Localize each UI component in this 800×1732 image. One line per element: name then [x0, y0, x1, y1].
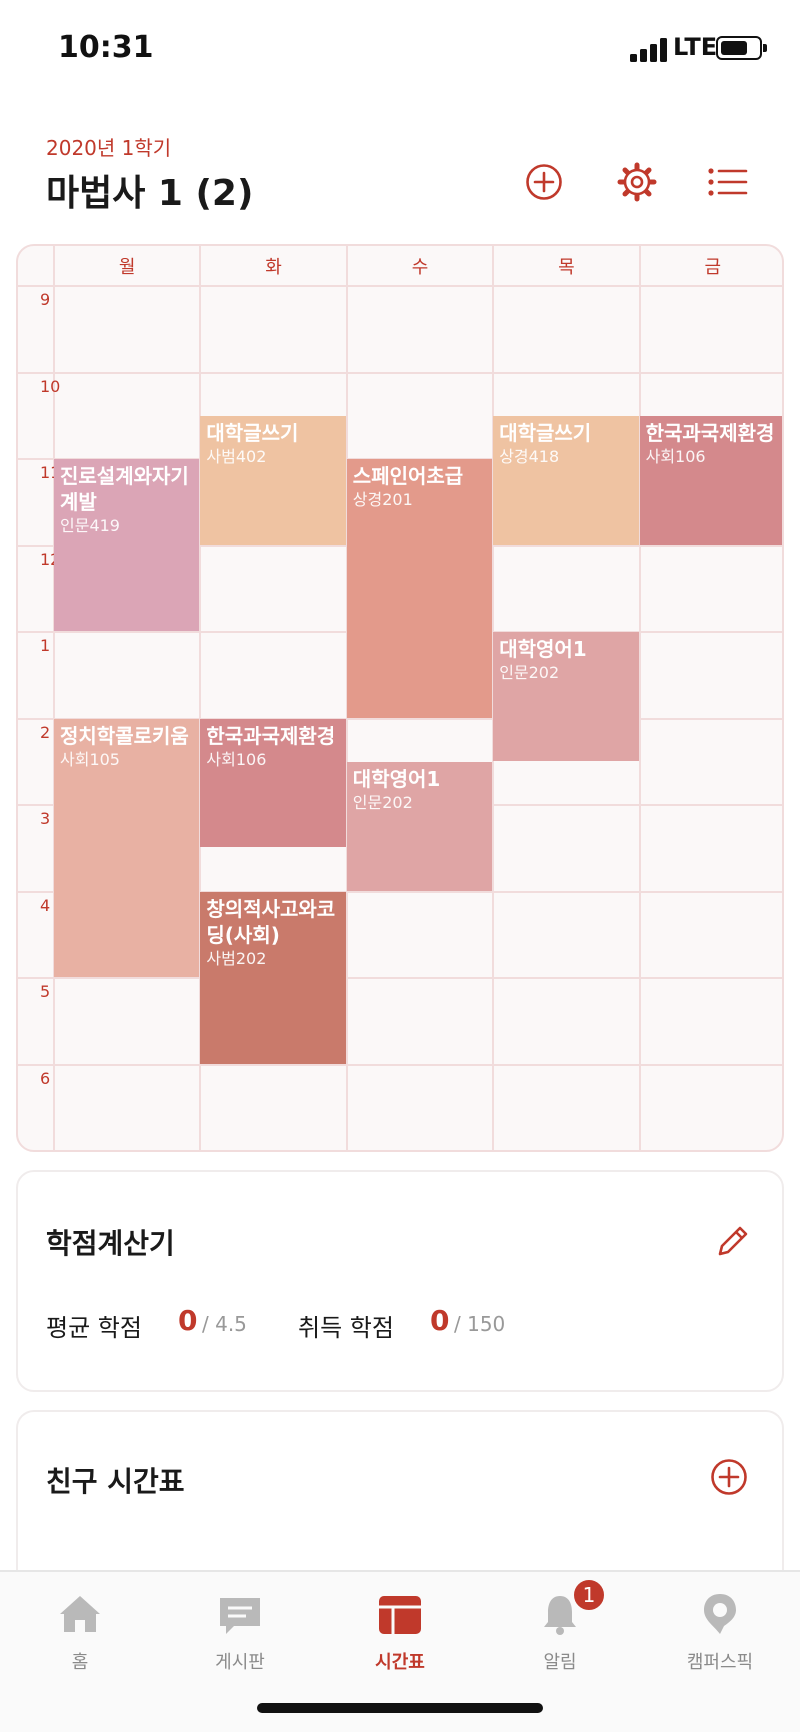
- course-room: 인문202: [499, 663, 560, 682]
- course-name: 한국과국제환경: [645, 420, 775, 445]
- earned-credits-label: 취득 학점: [298, 1314, 394, 1342]
- tab-label: 시간표: [375, 1652, 425, 1673]
- course-block[interactable]: 대학영어1 인문202: [346, 761, 493, 891]
- list-view-button[interactable]: [706, 160, 750, 204]
- friends-timetable-title: 친구 시간표: [46, 1465, 185, 1498]
- tab-label: 캠퍼스픽: [686, 1652, 754, 1673]
- course-block[interactable]: 대학글쓰기 사범402: [200, 415, 346, 545]
- chat-icon: [220, 1598, 260, 1634]
- course-block[interactable]: 정치학콜로키움 사회105: [54, 718, 200, 977]
- course-name: 스페인어초급: [352, 464, 464, 488]
- course-name: 대학영어1: [499, 637, 587, 661]
- grid-row-line: [18, 890, 782, 893]
- hour-label: 6: [40, 1068, 51, 1088]
- page-title: 마법사 1 (2): [46, 173, 254, 214]
- settings-button[interactable]: [615, 160, 659, 204]
- grid-row-line: [18, 977, 782, 979]
- course-room: 사범202: [206, 948, 267, 968]
- course-name: 한국과국제환경: [206, 723, 336, 748]
- course-block[interactable]: 한국과국제환경 사회106: [200, 718, 346, 848]
- day-header: 화: [265, 257, 282, 278]
- grid-column-line: [638, 246, 641, 1150]
- course-block[interactable]: 대학영어1 인문202: [493, 632, 639, 761]
- hour-label: 10: [40, 376, 61, 396]
- average-gpa-label: 평균 학점: [46, 1314, 142, 1342]
- course-room: 상경418: [499, 446, 560, 466]
- tab-label: 홈: [71, 1652, 89, 1673]
- course-name: 진로설계와자기계발: [60, 464, 189, 514]
- notification-badge: 1: [572, 1578, 606, 1612]
- hour-label: 2: [40, 722, 51, 742]
- tab-board[interactable]: 게시판: [160, 1572, 320, 1682]
- list-icon: [708, 168, 748, 196]
- grid-row-line: [18, 371, 782, 374]
- hour-label: 3: [40, 809, 51, 828]
- network-label: LTE: [673, 33, 718, 61]
- pencil-icon: [718, 1226, 748, 1256]
- course-room: 사범402: [206, 446, 267, 466]
- bell-icon: [544, 1596, 576, 1635]
- day-header: 금: [704, 257, 722, 278]
- course-room: 상경201: [352, 490, 413, 509]
- grid-row-line: [18, 717, 782, 720]
- course-room: 사회106: [206, 749, 267, 769]
- hour-label: 4: [40, 895, 51, 915]
- hour-label: 5: [40, 982, 51, 1001]
- course-room: 인문202: [352, 792, 413, 812]
- battery-icon: [716, 36, 767, 60]
- course-block[interactable]: 대학글쓰기 상경418: [493, 415, 639, 545]
- tab-timetable[interactable]: 시간표: [320, 1572, 480, 1682]
- grid-row-line: [18, 1063, 782, 1066]
- earned-credits-value: 0: [430, 1304, 450, 1337]
- grid-column-line: [53, 246, 55, 1150]
- average-gpa-max: / 4.5: [202, 1312, 247, 1336]
- course-room: 사회106: [645, 446, 706, 466]
- course-name: 정치학콜로키움: [60, 723, 189, 748]
- status-time: 10:31: [58, 30, 154, 65]
- course-room: 사회105: [60, 749, 120, 769]
- tab-campuspick[interactable]: 캠퍼스픽: [640, 1572, 800, 1682]
- semester-label: 2020년 1학기: [46, 136, 172, 160]
- course-block[interactable]: 창의적사고와코딩(사회) 사범202: [200, 891, 346, 1064]
- course-name: 대학영어1: [352, 766, 441, 791]
- day-header: 목: [558, 257, 575, 278]
- tab-home[interactable]: 홈: [0, 1572, 160, 1682]
- course-room: 인문419: [60, 516, 120, 535]
- timetable-grid[interactable]: 월 화 수 목 금 9 10 11 12 1 2 3 4 5 6 진로설계와자기계발 인문419 정치학콜로키움 사…: [16, 244, 784, 1152]
- day-header: 수: [411, 257, 429, 278]
- earned-credits-max: / 150: [454, 1312, 506, 1336]
- status-bar: 10:31 LTE: [0, 0, 800, 100]
- grid-column-line: [199, 246, 202, 1150]
- add-course-button[interactable]: [522, 160, 566, 204]
- course-name: 대학글쓰기: [206, 420, 299, 445]
- course-block[interactable]: 한국과국제환경 사회106: [639, 415, 782, 545]
- tab-label: 게시판: [215, 1652, 265, 1673]
- home-indicator: [257, 1703, 543, 1713]
- signal-icon: [630, 38, 667, 62]
- plus-circle-icon: [526, 164, 562, 200]
- course-name: 창의적사고와코딩(사회): [206, 896, 336, 947]
- add-friend-button[interactable]: [710, 1458, 750, 1498]
- home-icon: [60, 1596, 100, 1632]
- campuspick-icon: [704, 1594, 736, 1634]
- average-gpa-value: 0: [178, 1304, 198, 1337]
- hour-label: 1: [40, 636, 51, 655]
- calendar-icon: [379, 1596, 421, 1634]
- course-name: 대학글쓰기: [499, 420, 592, 445]
- grid-header-line: [18, 285, 782, 287]
- credit-calculator-card: 학점계산기 평균 학점 0 / 4.5 취득 학점 0 / 150: [16, 1170, 784, 1392]
- tab-label: 알림: [543, 1652, 577, 1673]
- gear-icon: [617, 162, 657, 202]
- credit-calculator-title: 학점계산기: [46, 1227, 175, 1260]
- edit-credits-button[interactable]: [712, 1222, 752, 1262]
- day-header: 월: [118, 257, 136, 278]
- plus-circle-icon: [711, 1459, 747, 1495]
- tab-notifications[interactable]: 1 알림: [480, 1572, 640, 1682]
- hour-label: 9: [40, 290, 51, 309]
